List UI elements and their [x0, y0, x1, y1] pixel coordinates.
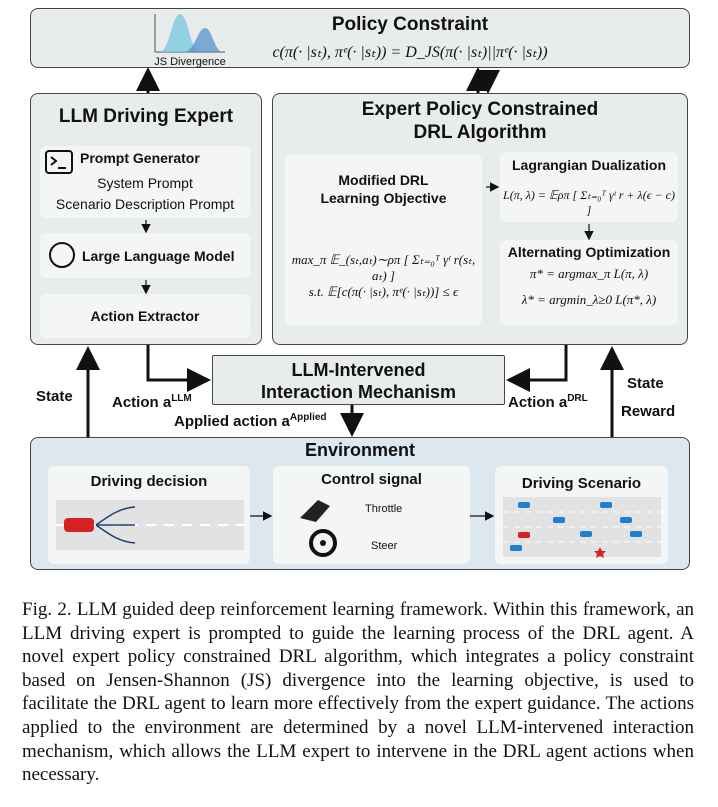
- js-icon: [154, 14, 225, 53]
- policy-title: Policy Constraint: [331, 14, 489, 35]
- connectors: [45, 14, 661, 558]
- mechanism-box: [212, 355, 505, 405]
- small-arrows: [141, 182, 594, 521]
- objective-title: Modified DRL: [338, 172, 429, 188]
- mechanism-title: LLM-Intervened: [291, 360, 426, 380]
- label-sup: LLM: [171, 393, 192, 404]
- objective-formula: max_π 𝔼_(sₜ,aₜ)∼ρπ [ Σₜ₌₀ᵀ γᵗ r(sₜ, aₜ) …: [291, 252, 476, 283]
- state-label: State: [36, 388, 73, 405]
- js-label: JS Divergence: [154, 56, 226, 68]
- llm-box: [40, 233, 250, 278]
- policy-constraint-box: [30, 8, 690, 68]
- label-sup: DRL: [567, 393, 588, 404]
- arrows: [76, 67, 624, 437]
- lagrangian-box: [500, 152, 678, 222]
- drl-title: DRL Algorithm: [413, 122, 547, 143]
- label-text: Applied action a: [174, 413, 290, 430]
- steer-label: Steer: [371, 540, 398, 552]
- throttle-label: Throttle: [365, 503, 403, 515]
- road: [56, 500, 244, 550]
- alternating-box: [500, 240, 678, 325]
- reward-label: Reward: [621, 403, 676, 420]
- scenario-title: Driving Scenario: [521, 475, 642, 492]
- terminal-icon: [45, 150, 73, 174]
- objective-formula: s.t. 𝔼[c(π(· |sₜ), πᵉ(· |sₜ))] ≤ ϵ: [308, 284, 459, 299]
- llm-icon: [49, 242, 75, 268]
- applied-label: Applied action aApplied: [174, 412, 327, 430]
- label-text: Action a: [112, 394, 172, 411]
- decision-title: Driving decision: [90, 473, 208, 490]
- lagrangian-formula: L(π, λ) = 𝔼ρπ [ Σₜ₌₀ᵀ γᵗ r + λ(ϵ − c) ]: [503, 188, 675, 217]
- llm-expert-title: LLM Driving Expert: [58, 106, 234, 127]
- caption: Fig. 2. LLM guided deep reinforcement le…: [22, 599, 694, 786]
- mechanism-title: Interaction Mechanism: [260, 382, 457, 402]
- label-text: Action a: [508, 394, 568, 411]
- alternating-formula: λ* = argmin_λ≥0 L(π*, λ): [521, 292, 657, 307]
- control-title: Control signal: [321, 471, 422, 488]
- extractor-label: Action Extractor: [90, 308, 200, 324]
- action-llm-label: Action aLLM: [112, 393, 192, 411]
- drl-title: Expert Policy Constrained: [361, 99, 599, 120]
- extractor-box: [40, 294, 250, 338]
- llm-label: Large Language Model: [82, 248, 235, 264]
- prompt-item: System Prompt: [97, 175, 193, 191]
- label-sup: Applied: [289, 412, 327, 423]
- objective-title: Learning Objective: [320, 190, 447, 206]
- prompt-item: Scenario Description Prompt: [55, 196, 235, 212]
- alternating-title: Alternating Optimization: [507, 244, 671, 260]
- objective-box: [285, 155, 482, 325]
- prompt-title: Prompt Generator: [80, 150, 200, 166]
- environment-title: Environment: [304, 440, 415, 460]
- scenario-road: [503, 497, 661, 558]
- policy-formula: c(π(· |sₜ), πᵉ(· |sₜ)) = D_JS(π(· |sₜ)||…: [272, 44, 548, 61]
- action-drl-label: Action aDRL: [508, 393, 588, 411]
- alternating-formula: π* = argmax_π L(π, λ): [529, 266, 649, 281]
- lagrangian-title: Lagrangian Dualization: [511, 157, 666, 173]
- state-label: State: [627, 375, 664, 392]
- control-icons: [300, 500, 337, 557]
- prompt-box: [40, 146, 250, 218]
